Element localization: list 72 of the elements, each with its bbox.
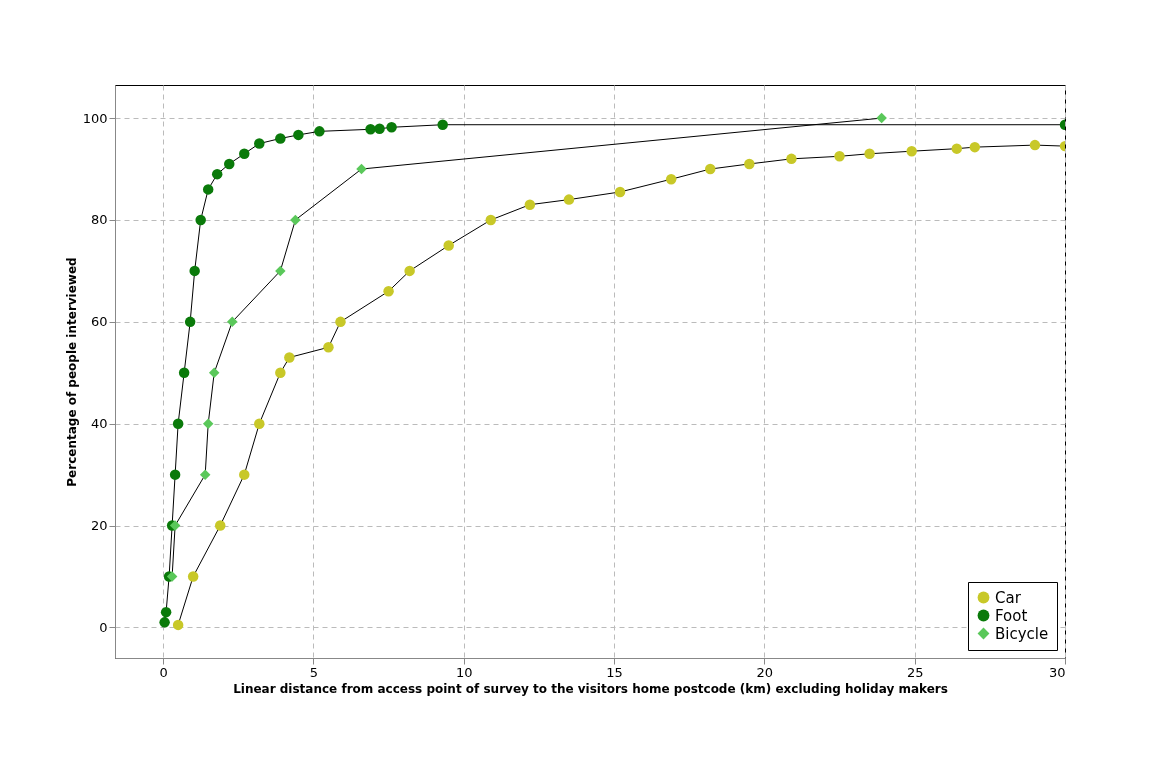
point xyxy=(284,352,295,363)
x-tick-label: 10 xyxy=(455,664,473,680)
point xyxy=(614,186,626,198)
point xyxy=(275,367,286,379)
legend-label: Foot xyxy=(995,606,1028,625)
point xyxy=(323,342,334,353)
point xyxy=(254,138,265,149)
point xyxy=(744,158,755,170)
point xyxy=(178,367,190,379)
point xyxy=(705,163,716,175)
point xyxy=(834,151,845,162)
point xyxy=(383,286,394,297)
point xyxy=(365,124,376,135)
legend-label: Car xyxy=(995,588,1022,607)
x-tick-label: 15 xyxy=(606,664,623,680)
point xyxy=(443,240,454,251)
point xyxy=(202,184,214,195)
y-tick-label: 20 xyxy=(90,518,108,534)
point xyxy=(275,133,286,144)
point xyxy=(160,606,172,618)
point xyxy=(211,168,223,180)
point xyxy=(224,158,235,170)
x-tick-label: 30 xyxy=(1048,664,1066,680)
point xyxy=(786,153,797,165)
point xyxy=(159,617,170,628)
point xyxy=(386,122,397,133)
point xyxy=(404,265,415,277)
point xyxy=(563,194,575,205)
x-tick-label: 25 xyxy=(906,664,924,680)
point xyxy=(202,418,214,429)
point xyxy=(876,112,887,124)
y-tick-label: 40 xyxy=(90,416,108,432)
point xyxy=(314,126,325,137)
point xyxy=(951,143,963,154)
point xyxy=(184,316,196,328)
point xyxy=(208,367,220,379)
y-tick-label: 100 xyxy=(82,110,108,126)
legend-label: Bicycle xyxy=(995,624,1049,643)
point xyxy=(374,123,385,135)
y-tick-label: 80 xyxy=(90,212,108,228)
point xyxy=(227,316,238,328)
point xyxy=(239,148,250,159)
point xyxy=(906,145,917,157)
x-tick-label: 5 xyxy=(309,664,319,680)
point xyxy=(189,265,200,277)
y-axis-title: Percentage of people interviewed xyxy=(64,257,79,487)
point xyxy=(356,163,367,175)
point xyxy=(1029,139,1041,151)
point xyxy=(195,214,206,226)
x-tick-label: 20 xyxy=(756,664,774,680)
point xyxy=(275,265,286,277)
point xyxy=(172,619,184,631)
point xyxy=(335,316,346,328)
point xyxy=(199,469,211,480)
point xyxy=(172,418,184,429)
point xyxy=(437,119,448,130)
point xyxy=(969,141,981,153)
point xyxy=(293,129,304,141)
point xyxy=(239,469,250,480)
point xyxy=(485,214,497,226)
point xyxy=(187,571,199,582)
x-tick-label: 0 xyxy=(159,664,168,680)
point xyxy=(214,520,226,531)
point xyxy=(169,469,181,480)
point xyxy=(254,418,265,429)
point xyxy=(665,173,677,185)
point xyxy=(524,199,536,210)
y-tick-label: 60 xyxy=(90,314,108,330)
point xyxy=(290,214,301,226)
x-axis-title: Linear distance from access point of survey to the visitors home postcode (km) excluding holiday makers xyxy=(233,681,948,696)
point xyxy=(864,148,875,159)
y-tick-label: 0 xyxy=(99,619,108,635)
